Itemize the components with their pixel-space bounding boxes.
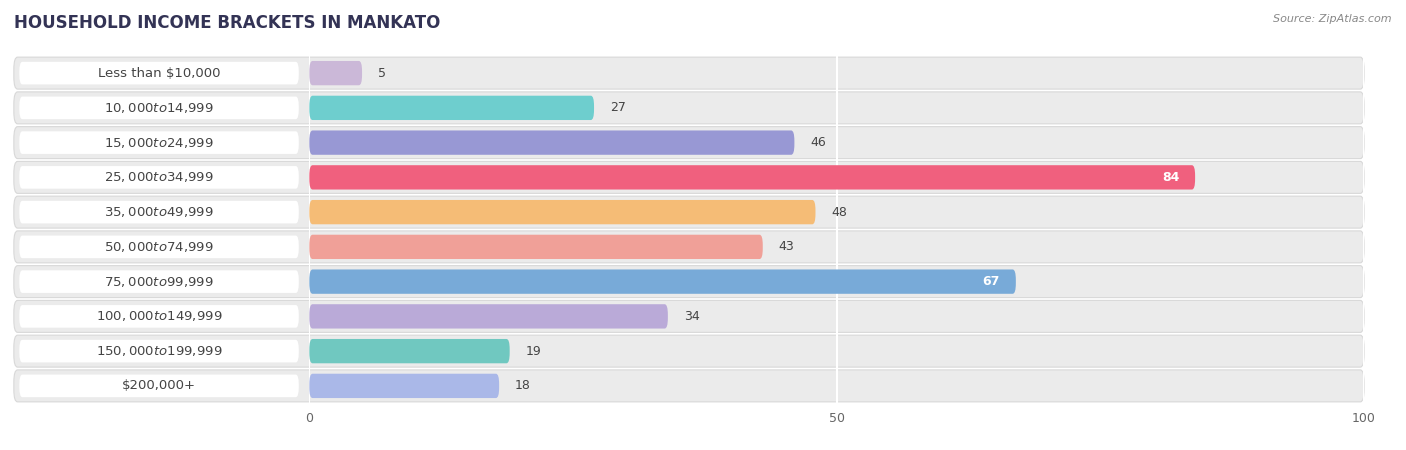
FancyBboxPatch shape — [309, 270, 1015, 294]
FancyBboxPatch shape — [309, 235, 762, 259]
Text: Less than $10,000: Less than $10,000 — [98, 67, 221, 80]
FancyBboxPatch shape — [309, 130, 794, 155]
Text: $25,000 to $34,999: $25,000 to $34,999 — [104, 171, 214, 184]
Text: 46: 46 — [810, 136, 825, 149]
FancyBboxPatch shape — [309, 339, 509, 363]
FancyBboxPatch shape — [309, 200, 815, 224]
FancyBboxPatch shape — [14, 335, 1364, 367]
Text: 5: 5 — [378, 67, 385, 80]
FancyBboxPatch shape — [20, 97, 298, 119]
Text: $100,000 to $149,999: $100,000 to $149,999 — [96, 310, 222, 324]
FancyBboxPatch shape — [20, 236, 298, 258]
FancyBboxPatch shape — [309, 96, 593, 120]
Text: 67: 67 — [983, 275, 1000, 288]
FancyBboxPatch shape — [14, 231, 1364, 263]
Text: 84: 84 — [1161, 171, 1180, 184]
FancyBboxPatch shape — [20, 340, 298, 362]
Text: 27: 27 — [610, 101, 626, 114]
FancyBboxPatch shape — [14, 196, 1364, 228]
Text: $10,000 to $14,999: $10,000 to $14,999 — [104, 101, 214, 115]
Text: $200,000+: $200,000+ — [122, 379, 195, 392]
FancyBboxPatch shape — [20, 305, 298, 328]
FancyBboxPatch shape — [20, 270, 298, 293]
FancyBboxPatch shape — [14, 126, 1364, 158]
FancyBboxPatch shape — [20, 201, 298, 223]
FancyBboxPatch shape — [14, 57, 1364, 89]
Text: 48: 48 — [831, 206, 848, 219]
FancyBboxPatch shape — [14, 162, 1364, 194]
FancyBboxPatch shape — [20, 374, 298, 397]
Text: $150,000 to $199,999: $150,000 to $199,999 — [96, 344, 222, 358]
Text: 34: 34 — [683, 310, 699, 323]
FancyBboxPatch shape — [14, 370, 1364, 402]
FancyBboxPatch shape — [20, 62, 298, 85]
Text: HOUSEHOLD INCOME BRACKETS IN MANKATO: HOUSEHOLD INCOME BRACKETS IN MANKATO — [14, 14, 440, 32]
FancyBboxPatch shape — [309, 61, 363, 86]
FancyBboxPatch shape — [20, 131, 298, 154]
FancyBboxPatch shape — [309, 304, 668, 328]
Text: 43: 43 — [779, 240, 794, 253]
Text: $15,000 to $24,999: $15,000 to $24,999 — [104, 135, 214, 149]
Text: Source: ZipAtlas.com: Source: ZipAtlas.com — [1274, 14, 1392, 23]
FancyBboxPatch shape — [309, 374, 499, 398]
FancyBboxPatch shape — [14, 301, 1364, 333]
FancyBboxPatch shape — [14, 92, 1364, 124]
Text: $35,000 to $49,999: $35,000 to $49,999 — [104, 205, 214, 219]
Text: 18: 18 — [515, 379, 531, 392]
FancyBboxPatch shape — [20, 166, 298, 189]
FancyBboxPatch shape — [309, 165, 1195, 189]
FancyBboxPatch shape — [14, 266, 1364, 297]
Text: $75,000 to $99,999: $75,000 to $99,999 — [104, 274, 214, 288]
Text: 19: 19 — [526, 345, 541, 358]
Text: $50,000 to $74,999: $50,000 to $74,999 — [104, 240, 214, 254]
